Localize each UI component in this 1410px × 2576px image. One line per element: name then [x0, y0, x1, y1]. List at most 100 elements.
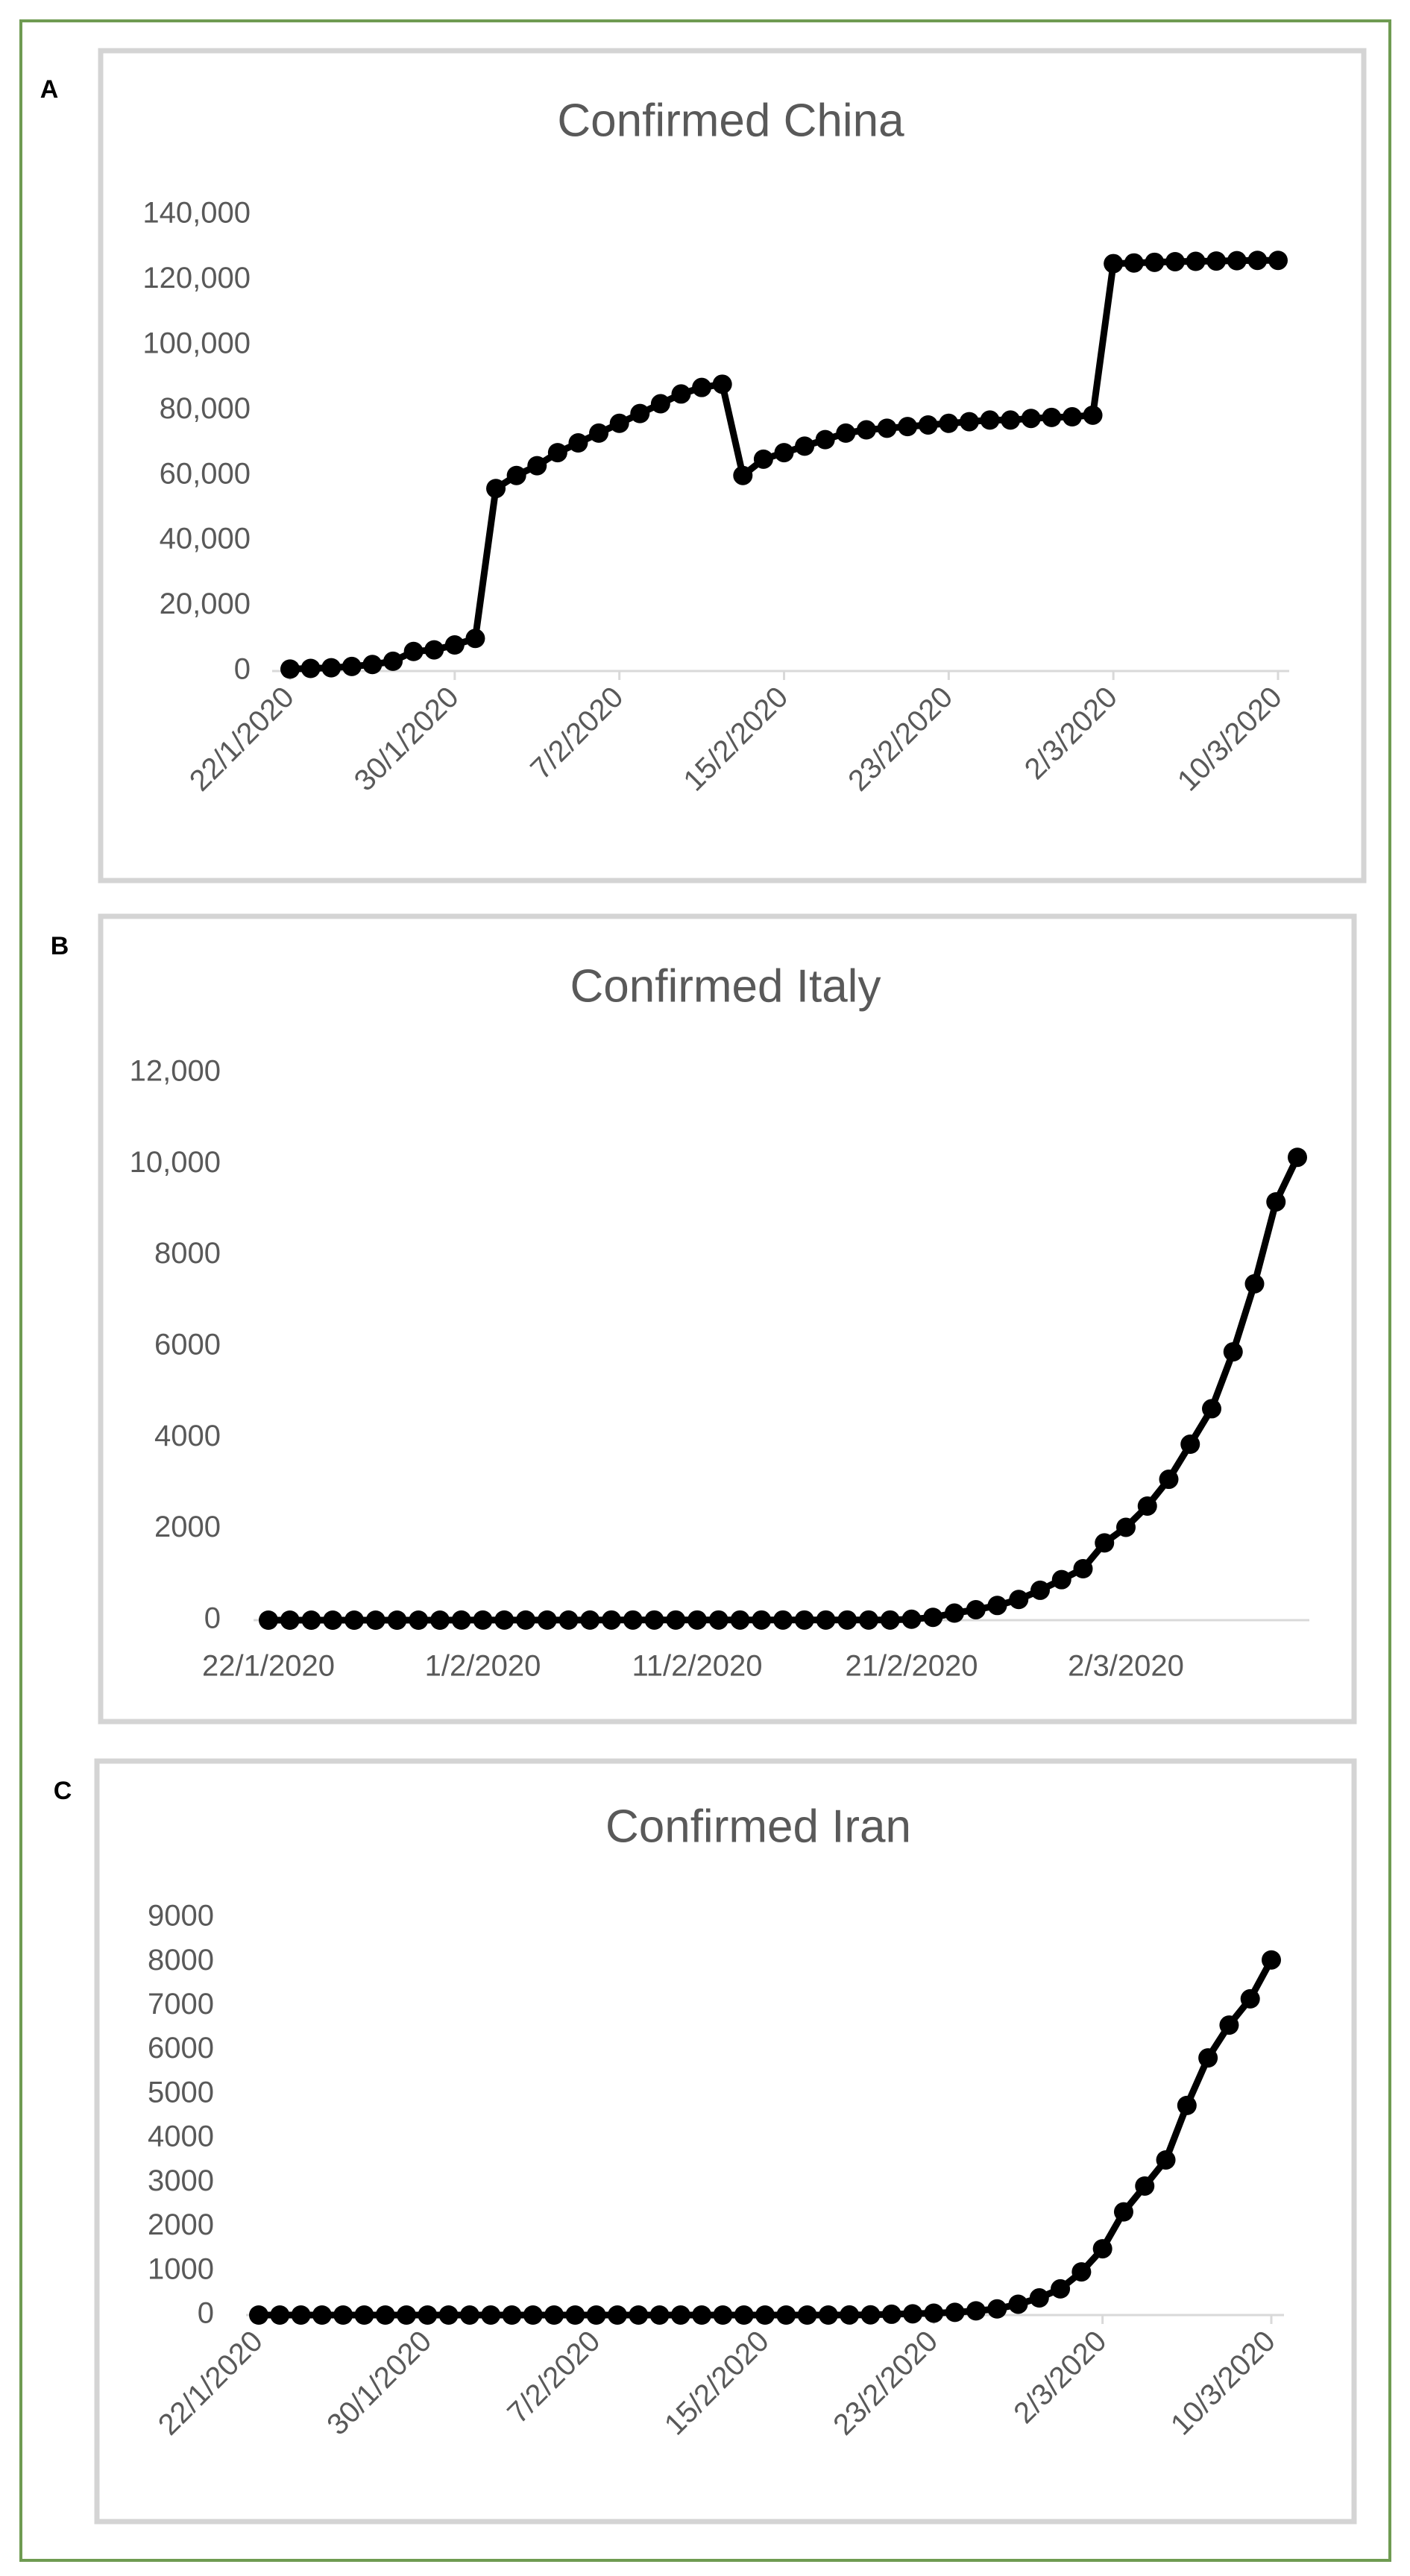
data-point [365, 1610, 385, 1630]
data-point [523, 2305, 543, 2325]
data-point [1240, 1988, 1260, 2009]
data-point [1266, 1191, 1286, 1212]
data-point [1113, 2202, 1133, 2222]
data-point [280, 659, 300, 679]
y-tick-label: 6000 [148, 2032, 214, 2065]
data-point [856, 420, 876, 440]
data-point [730, 1610, 750, 1630]
data-point [752, 1610, 772, 1630]
data-point [1042, 407, 1062, 427]
data-point [409, 1610, 429, 1630]
data-point [987, 2299, 1007, 2319]
data-point [1262, 1950, 1281, 1970]
outer-border [19, 19, 1391, 2562]
data-point [1198, 2048, 1218, 2068]
data-point [506, 465, 526, 485]
data-point [565, 2305, 585, 2325]
y-tick-label: 60,000 [160, 457, 251, 490]
data-point [1029, 2288, 1049, 2308]
data-point [1288, 1147, 1307, 1168]
x-tick-label: 2/3/2020 [1068, 1650, 1184, 1683]
chart-title: Confirmed China [557, 95, 904, 146]
data-point [795, 436, 815, 456]
y-tick-label: 2000 [154, 1511, 221, 1543]
data-point [397, 2305, 417, 2325]
y-tick-label: 6000 [154, 1329, 221, 1361]
data-point [918, 415, 938, 435]
data-point [502, 2305, 522, 2325]
data-point [494, 1610, 514, 1630]
y-tick-label: 5000 [148, 2076, 214, 2109]
data-point [580, 1610, 600, 1630]
data-point [323, 1610, 343, 1630]
data-point [733, 465, 753, 485]
data-point [1021, 409, 1041, 429]
panel-label: C [54, 1777, 72, 1805]
data-point [1268, 251, 1288, 271]
data-point [987, 1596, 1007, 1616]
data-point [708, 1610, 728, 1630]
data-point [1104, 253, 1124, 274]
data-point [544, 2305, 564, 2325]
data-point [280, 1610, 300, 1630]
data-point [438, 2305, 459, 2325]
data-point [939, 413, 959, 433]
x-tick-label: 7/2/2020 [501, 2325, 606, 2430]
data-point [671, 384, 691, 404]
data-point [321, 658, 342, 678]
x-tick-label: 15/2/2020 [677, 681, 794, 798]
chart-title: Confirmed Italy [570, 960, 881, 1012]
data-point [773, 1610, 793, 1630]
y-tick-label: 8000 [154, 1237, 221, 1270]
data-point [692, 2305, 712, 2325]
x-tick-label: 30/1/2020 [348, 681, 465, 798]
data-point [650, 394, 670, 414]
y-tick-label: 10,000 [130, 1146, 221, 1179]
data-point [1180, 1435, 1200, 1455]
data-point [362, 655, 383, 675]
data-point [1071, 2262, 1092, 2282]
data-point [1244, 1273, 1265, 1294]
data-point [880, 1610, 900, 1630]
y-tick-label: 12,000 [130, 1055, 221, 1088]
data-point [924, 2303, 944, 2323]
data-point [840, 2305, 860, 2325]
data-point [342, 656, 362, 676]
data-point [966, 2301, 986, 2321]
data-point [1001, 410, 1021, 430]
data-point [755, 2305, 775, 2325]
data-point [451, 1610, 471, 1630]
data-point [1124, 253, 1144, 273]
data-point [877, 418, 897, 438]
data-point [945, 1603, 964, 1623]
data-point [966, 1599, 986, 1619]
y-tick-label: 140,000 [142, 197, 251, 230]
data-point [1030, 1580, 1050, 1600]
data-point [465, 629, 485, 649]
data-point [249, 2305, 268, 2325]
x-tick-label: 23/2/2020 [842, 681, 959, 798]
data-point [794, 1610, 814, 1630]
x-tick-label: 7/2/2020 [524, 681, 629, 786]
y-tick-label: 120,000 [142, 262, 251, 295]
data-point [903, 2304, 923, 2324]
data-point [344, 1610, 364, 1630]
data-point [859, 1610, 878, 1630]
y-tick-label: 40,000 [160, 523, 251, 555]
chart-title: Confirmed Iran [605, 1801, 911, 1852]
data-point [1247, 251, 1268, 271]
data-point [980, 410, 1000, 430]
data-point [1073, 1559, 1093, 1579]
y-tick-label: 0 [204, 1602, 221, 1635]
data-point [901, 1609, 922, 1629]
data-point [945, 2302, 965, 2323]
y-tick-label: 7000 [148, 1988, 214, 2021]
data-point [424, 640, 444, 660]
data-point [629, 2305, 649, 2325]
y-tick-label: 80,000 [160, 392, 251, 425]
data-point [1159, 1470, 1179, 1490]
data-point [259, 1610, 278, 1630]
data-point [486, 479, 506, 499]
data-point [837, 1610, 857, 1630]
data-point [1062, 407, 1082, 427]
